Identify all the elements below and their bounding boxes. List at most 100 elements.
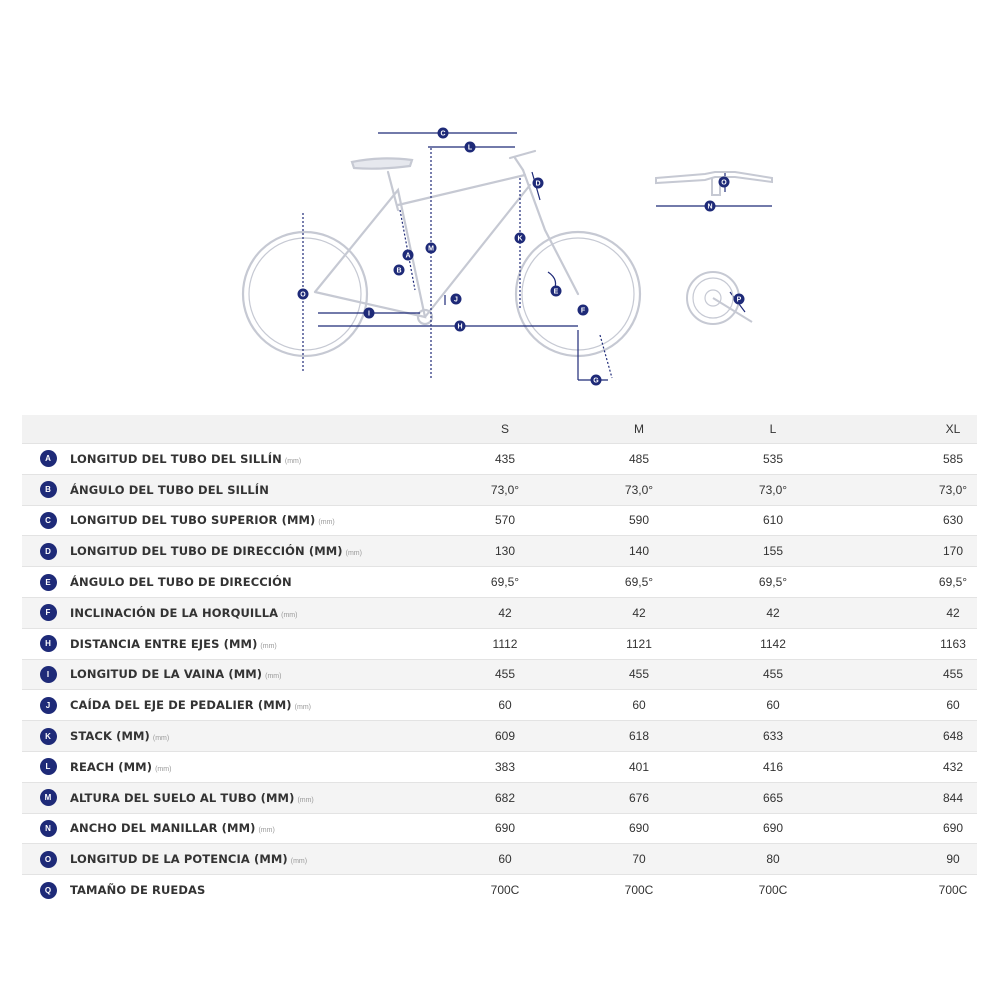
- row-label: LONGITUD DEL TUBO DEL SILLÍN: [70, 451, 282, 466]
- value-text: 844: [942, 790, 964, 805]
- value-l: 60: [706, 689, 840, 722]
- row-label-cell: LONGITUD DEL TUBO DEL SILLÍN (mm): [70, 443, 438, 475]
- value-m: 700C: [624, 883, 654, 898]
- geometry-row-c: C LONGITUD DEL TUBO SUPERIOR (MM) (mm) 570 5…: [22, 505, 977, 537]
- row-badge-cell: H: [22, 628, 70, 660]
- row-label-cell: CAÍDA DEL EJE DE PEDALIER (MM) (mm): [70, 689, 438, 722]
- value-xl: 69,5°: [840, 566, 977, 598]
- value-text: 69,5°: [938, 575, 968, 590]
- geometry-row-o: O LONGITUD DE LA POTENCIA (MM) (mm) 60 70 80 9…: [22, 843, 977, 876]
- value-m: 69,5°: [572, 566, 706, 598]
- value-l: 80: [706, 843, 840, 876]
- row-unit: (mm): [284, 457, 302, 465]
- row-unit: (mm): [290, 858, 308, 866]
- value-s: 69,5°: [438, 566, 572, 598]
- marker-o-stem: O: [718, 176, 730, 188]
- value-l: 416: [706, 751, 840, 783]
- svg-text:O: O: [300, 292, 306, 299]
- row-badge-cell: F: [22, 597, 70, 629]
- value-m: 485: [572, 443, 706, 475]
- value-s: 1112: [438, 628, 572, 660]
- row-label-cell: LONGITUD DEL TUBO DE DIRECCIÓN (MM) (mm): [70, 535, 438, 568]
- svg-text:E: E: [554, 289, 559, 296]
- svg-text:P: P: [737, 297, 742, 304]
- value-text: 432: [942, 759, 964, 774]
- marker-p: P: [733, 293, 745, 305]
- value-text: 690: [942, 821, 964, 836]
- row-badge-cell: A: [22, 443, 70, 475]
- svg-text:I: I: [368, 311, 370, 318]
- row-label-cell: LONGITUD DE LA POTENCIA (MM) (mm): [70, 843, 438, 876]
- value-m: 676: [572, 782, 706, 814]
- row-label-cell: ALTURA DEL SUELO AL TUBO (MM) (mm): [70, 782, 438, 814]
- value-l: 42: [706, 597, 840, 629]
- value-l: 69,5°: [706, 566, 840, 598]
- geometry-row-k: K STACK (MM) (mm) 609 618 633 648: [22, 720, 977, 752]
- marker-h: H: [454, 320, 466, 332]
- geometry-row-j: J CAÍDA DEL EJE DE PEDALIER (MM) (mm) 60 60 6…: [22, 689, 977, 722]
- row-badge-cell: C: [22, 505, 70, 537]
- row-label: LONGITUD DE LA VAINA (MM): [70, 667, 263, 682]
- value-s: 60: [438, 843, 572, 876]
- row-letter-badge: O: [39, 850, 57, 868]
- marker-o: O: [297, 288, 309, 300]
- row-letter-badge: M: [39, 789, 57, 807]
- rear-wheel: [241, 230, 369, 358]
- row-unit: (mm): [294, 704, 311, 712]
- svg-text:N: N: [707, 204, 712, 211]
- marker-a: A: [402, 249, 414, 261]
- size-header-xl: XL: [840, 415, 977, 444]
- value-s: 435: [438, 443, 572, 475]
- value-s: 383: [438, 751, 572, 783]
- value-l: 700C: [758, 883, 788, 898]
- marker-j: J: [450, 293, 462, 305]
- marker-l: L: [464, 141, 476, 153]
- row-badge-cell: Q: [22, 875, 70, 905]
- svg-text:O: O: [721, 180, 727, 187]
- row-unit: (mm): [297, 796, 314, 804]
- row-label-cell: STACK (MM) (mm): [70, 720, 438, 752]
- geometry-row-n: N ANCHO DEL MANILLAR (MM) (mm) 690 690 690 690: [22, 813, 977, 845]
- svg-text:C: C: [440, 131, 445, 138]
- value-l: 455: [706, 659, 840, 691]
- row-unit: (mm): [281, 611, 298, 619]
- dimension-lines: [302, 132, 772, 381]
- value-m: 140: [572, 535, 706, 568]
- value-l: 73,0°: [706, 474, 840, 506]
- row-unit: (mm): [258, 827, 275, 835]
- row-letter-badge: A: [39, 450, 57, 468]
- value-xl: 700C: [840, 875, 977, 905]
- geometry-row-a: A LONGITUD DEL TUBO DEL SILLÍN (mm) 435 485 5…: [22, 443, 977, 475]
- row-label: CAÍDA DEL EJE DE PEDALIER (MM): [70, 698, 292, 713]
- row-letter-badge: I: [39, 665, 57, 683]
- value-xl: 42: [840, 597, 977, 629]
- row-unit: (mm): [155, 765, 172, 773]
- marker-k: K: [514, 232, 526, 244]
- row-label-cell: ANCHO DEL MANILLAR (MM) (mm): [70, 813, 438, 845]
- value-m: 590: [572, 505, 706, 537]
- row-label-cell: ÁNGULO DEL TUBO DEL SILLÍN: [70, 474, 438, 506]
- row-label: ANCHO DEL MANILLAR (MM): [70, 821, 256, 836]
- row-label: ÁNGULO DEL TUBO DE DIRECCIÓN: [70, 575, 292, 590]
- row-letter-badge: N: [39, 819, 57, 837]
- svg-text:M: M: [428, 246, 434, 253]
- row-label-cell: TAMAÑO DE RUEDAS: [70, 875, 438, 905]
- marker-b: B: [393, 264, 405, 276]
- row-unit: (mm): [318, 519, 335, 527]
- row-letter-badge: C: [39, 511, 57, 529]
- value-m: 618: [572, 720, 706, 752]
- value-m: 60: [572, 689, 706, 722]
- value-s: 690: [438, 813, 572, 845]
- row-label-cell: INCLINACIÓN DE LA HORQUILLA (mm): [70, 597, 438, 629]
- marker-e: E: [550, 285, 562, 297]
- bike-geometry-diagram: A B C D E F G H I J K L M N O O P: [241, 127, 773, 386]
- value-m: 690: [572, 813, 706, 845]
- value-text: 700C: [938, 883, 968, 898]
- row-badge-cell: M: [22, 782, 70, 814]
- value-s: 73,0°: [438, 474, 572, 506]
- value-s: 682: [438, 782, 572, 814]
- svg-text:H: H: [457, 324, 462, 331]
- row-unit: (mm): [152, 735, 170, 743]
- svg-text:A: A: [405, 253, 410, 260]
- marker-n: N: [704, 200, 716, 212]
